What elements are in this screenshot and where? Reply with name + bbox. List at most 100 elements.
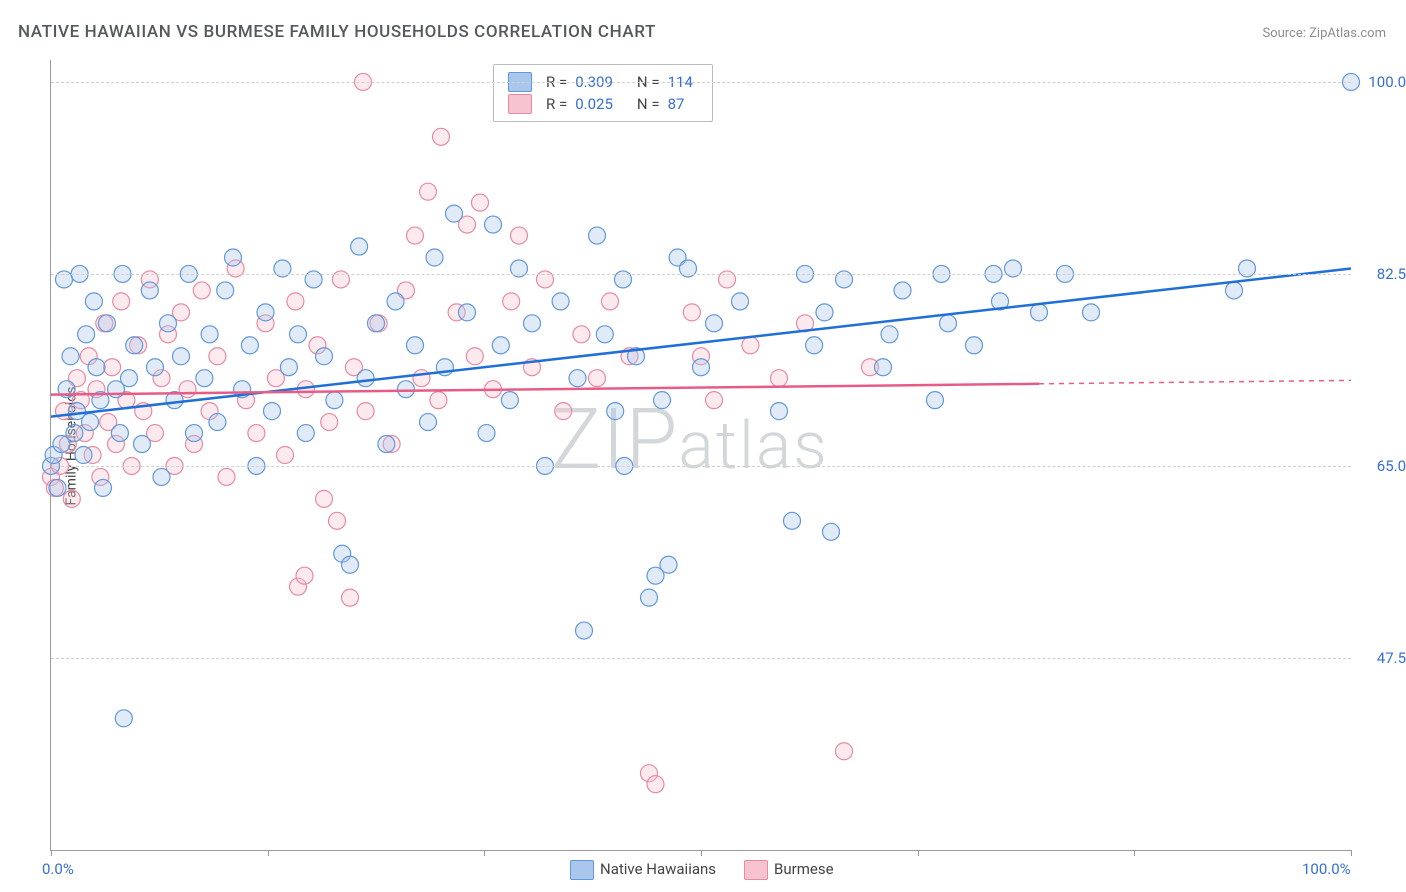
legend-swatch: [744, 860, 768, 880]
x-tick: [701, 850, 702, 856]
data-point: [153, 468, 170, 485]
data-point: [875, 359, 892, 376]
gridline: [51, 466, 1351, 467]
data-point: [602, 293, 619, 310]
data-point: [742, 337, 759, 354]
data-point: [966, 337, 983, 354]
legend-item: Burmese: [744, 860, 834, 880]
data-point: [485, 216, 502, 233]
gridline: [51, 82, 1351, 83]
data-point: [660, 556, 677, 573]
data-point: [316, 490, 333, 507]
data-point: [387, 293, 404, 310]
data-point: [225, 249, 242, 266]
data-point: [459, 304, 476, 321]
data-point: [607, 403, 624, 420]
scatter-plot: ZIPatlas R = 0.309 N = 114R = 0.025 N = …: [50, 60, 1351, 851]
data-point: [85, 293, 102, 310]
data-point: [321, 414, 338, 431]
data-point: [193, 282, 210, 299]
data-point: [75, 447, 92, 464]
plot-svg: [51, 60, 1351, 850]
data-point: [209, 348, 226, 365]
data-point: [62, 348, 79, 365]
y-tick-label: 100.0%: [1368, 73, 1406, 91]
data-point: [257, 304, 274, 321]
data-point: [816, 304, 833, 321]
data-point: [894, 282, 911, 299]
data-point: [589, 370, 606, 387]
data-point: [111, 425, 128, 442]
data-point: [576, 622, 593, 639]
data-point: [287, 293, 304, 310]
gridline: [51, 274, 1351, 275]
data-point: [63, 490, 80, 507]
data-point: [78, 326, 95, 343]
x-tick: [918, 850, 919, 856]
data-point: [1226, 282, 1243, 299]
data-point: [413, 370, 430, 387]
data-point: [407, 337, 424, 354]
legend-stat-row: R = 0.025 N = 87: [508, 93, 698, 115]
legend-r-value: 0.025: [575, 93, 625, 115]
data-point: [368, 315, 385, 332]
data-point: [290, 326, 307, 343]
data-point: [126, 337, 143, 354]
legend-series: Native Hawaiians Burmese: [570, 860, 834, 880]
legend-correlation: R = 0.309 N = 114R = 0.025 N = 87: [493, 64, 713, 122]
data-point: [589, 227, 606, 244]
data-point: [378, 436, 395, 453]
data-point: [66, 425, 83, 442]
data-point: [217, 282, 234, 299]
data-point: [241, 337, 258, 354]
data-point: [407, 227, 424, 244]
y-tick-label: 65.0%: [1377, 457, 1406, 475]
data-point: [433, 128, 450, 145]
data-point: [1031, 304, 1048, 321]
x-tick: [1134, 850, 1135, 856]
data-point: [472, 194, 489, 211]
data-point: [88, 359, 105, 376]
legend-r-label: R =: [546, 93, 567, 115]
data-point: [218, 468, 235, 485]
data-point: [771, 403, 788, 420]
legend-swatch: [570, 860, 594, 880]
data-point: [280, 359, 297, 376]
data-point: [201, 326, 218, 343]
data-point: [771, 370, 788, 387]
data-point: [297, 425, 314, 442]
data-point: [555, 403, 572, 420]
legend-item: Native Hawaiians: [570, 860, 716, 880]
legend-n-value: 87: [668, 93, 698, 115]
x-axis-min-label: 0.0%: [42, 860, 74, 878]
data-point: [881, 326, 898, 343]
data-point: [357, 403, 374, 420]
y-tick-label: 82.5%: [1377, 265, 1406, 283]
legend-label: Burmese: [774, 860, 834, 878]
data-point: [173, 348, 190, 365]
data-point: [160, 315, 177, 332]
trend-line-dashed: [1039, 380, 1351, 383]
data-point: [95, 479, 112, 496]
data-point: [397, 381, 414, 398]
data-point: [466, 348, 483, 365]
data-point: [316, 348, 333, 365]
data-point: [683, 304, 700, 321]
data-point: [732, 293, 749, 310]
data-point: [121, 370, 138, 387]
data-point: [940, 315, 957, 332]
data-point: [596, 326, 613, 343]
data-point: [524, 315, 541, 332]
data-point: [426, 249, 443, 266]
data-point: [296, 567, 313, 584]
data-point: [511, 227, 528, 244]
data-point: [784, 512, 801, 529]
data-point: [264, 403, 281, 420]
data-point: [248, 425, 265, 442]
data-point: [836, 743, 853, 760]
data-point: [141, 282, 158, 299]
data-point: [329, 512, 346, 529]
data-point: [693, 359, 710, 376]
data-point: [357, 370, 374, 387]
data-point: [478, 425, 495, 442]
